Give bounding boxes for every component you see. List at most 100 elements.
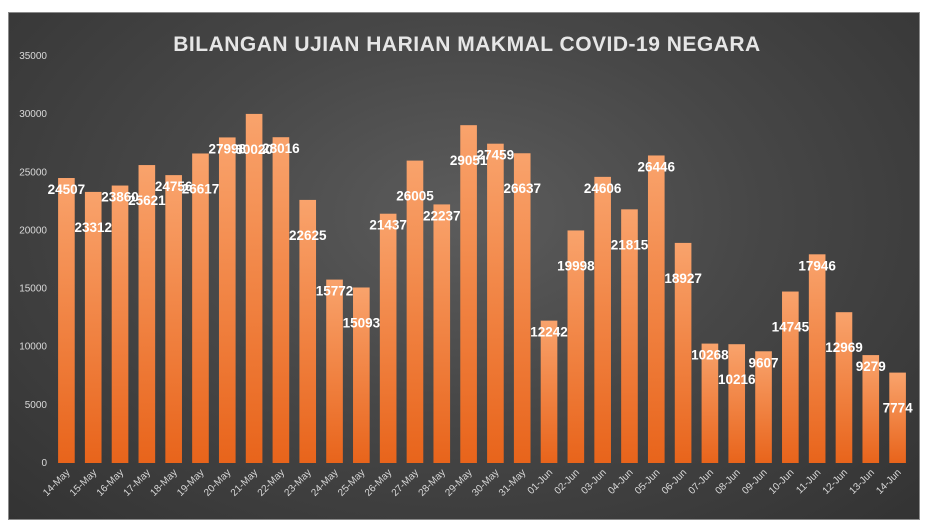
x-tick-label: 18-May — [148, 467, 179, 498]
bar — [58, 178, 75, 463]
bar — [594, 176, 611, 463]
bar — [272, 137, 290, 464]
data-label: 23860 — [101, 190, 139, 205]
chart-area: BILANGAN UJIAN HARIAN MAKMAL COVID-19 NE… — [8, 12, 920, 520]
data-label: 19998 — [557, 258, 595, 273]
x-tick-label: 26-May — [363, 467, 394, 498]
chart-title: BILANGAN UJIAN HARIAN MAKMAL COVID-19 NE… — [173, 33, 760, 56]
data-label: 22237 — [423, 208, 461, 223]
bar — [192, 153, 209, 464]
bar — [138, 165, 156, 463]
bar — [326, 279, 343, 463]
bar — [406, 160, 424, 463]
x-tick-label: 06-Jun — [660, 467, 689, 496]
x-tick-label: 16-May — [95, 467, 126, 498]
x-tick-label: 28-May — [417, 467, 448, 498]
data-label: 10268 — [691, 348, 729, 363]
x-tick-label: 07-Jun — [687, 467, 716, 496]
x-tick-label: 30-May — [470, 467, 501, 498]
bar-chart: BILANGAN UJIAN HARIAN MAKMAL COVID-19 NE… — [19, 33, 913, 499]
data-label: 12242 — [530, 325, 568, 340]
data-label: 27459 — [477, 148, 515, 163]
bars — [58, 113, 906, 464]
x-tick-label: 14-Jun — [874, 467, 903, 496]
x-tick-label: 22-May — [256, 467, 287, 498]
x-tick-label: 04-Jun — [606, 467, 635, 496]
data-label: 21815 — [611, 237, 649, 252]
x-tick-label: 20-May — [202, 467, 233, 498]
bar — [567, 230, 585, 463]
bar — [862, 355, 880, 463]
bar — [245, 113, 263, 464]
bar — [701, 343, 719, 463]
data-label: 7774 — [883, 401, 914, 416]
y-tick-label: 5000 — [25, 400, 48, 411]
y-tick-label: 10000 — [19, 342, 47, 353]
y-tick-label: 20000 — [19, 225, 47, 236]
bar — [487, 143, 504, 464]
x-tick-label: 12-Jun — [821, 467, 850, 496]
x-tick-label: 19-May — [175, 467, 206, 498]
bar — [513, 153, 531, 463]
data-label: 21437 — [369, 218, 407, 233]
data-label: 18927 — [664, 271, 702, 286]
data-label: 29051 — [450, 153, 488, 168]
x-tick-label: 01-Jun — [526, 467, 555, 496]
x-tick-label: 02-Jun — [553, 467, 582, 496]
bar — [621, 209, 638, 463]
bar — [353, 287, 370, 463]
bar — [808, 254, 826, 463]
x-tick-label: 17-May — [122, 467, 153, 498]
x-tick-label: 31-May — [497, 467, 528, 498]
x-tick-label: 11-Jun — [794, 467, 823, 496]
data-label: 26637 — [503, 181, 541, 196]
x-tick-label: 23-May — [282, 467, 313, 498]
x-tick-label: 05-Jun — [633, 467, 662, 496]
bar — [460, 125, 477, 463]
y-tick-label: 0 — [41, 458, 47, 469]
x-tick-label: 27-May — [390, 467, 421, 498]
data-label: 14745 — [772, 320, 810, 335]
data-label: 26446 — [638, 159, 676, 174]
data-label: 23312 — [74, 220, 112, 235]
data-label: 9607 — [749, 355, 779, 370]
data-label: 24507 — [48, 182, 86, 197]
bar — [782, 291, 799, 463]
bar — [165, 175, 182, 463]
y-tick-label: 35000 — [19, 51, 47, 62]
bar — [111, 185, 129, 463]
bar — [728, 344, 746, 463]
bar — [218, 137, 236, 463]
bar — [379, 213, 397, 463]
x-tick-label: 21-May — [229, 467, 260, 498]
data-label: 9279 — [856, 359, 886, 374]
y-tick-label: 15000 — [19, 284, 47, 295]
y-tick-label: 30000 — [19, 109, 47, 120]
x-tick-label: 08-Jun — [713, 467, 742, 496]
data-label: 26617 — [182, 181, 220, 196]
y-tick-label: 25000 — [19, 167, 47, 178]
x-tick-label: 15-May — [68, 467, 99, 498]
x-tick-label: 10-Jun — [767, 467, 796, 496]
x-tick-label: 25-May — [336, 467, 367, 498]
bar — [835, 312, 853, 463]
data-label: 17946 — [798, 258, 836, 273]
data-label: 30020 — [235, 142, 273, 157]
data-label: 15093 — [343, 315, 381, 330]
data-label: 22625 — [289, 228, 327, 243]
data-label: 15772 — [316, 284, 354, 299]
bar — [889, 372, 906, 463]
data-label: 26005 — [396, 189, 434, 204]
data-label: 28016 — [262, 141, 300, 156]
bar — [647, 155, 665, 463]
data-label: 24756 — [155, 179, 193, 194]
x-tick-label: 03-Jun — [579, 467, 608, 496]
data-label: 24606 — [584, 181, 622, 196]
data-label: 10216 — [718, 372, 756, 387]
bar — [433, 204, 451, 463]
bar — [674, 242, 692, 463]
x-tick-label: 14-May — [41, 467, 72, 498]
y-axis: 0 5000 10000 15000 20000 25000 30000 35000 — [19, 51, 47, 469]
bar — [755, 351, 772, 463]
